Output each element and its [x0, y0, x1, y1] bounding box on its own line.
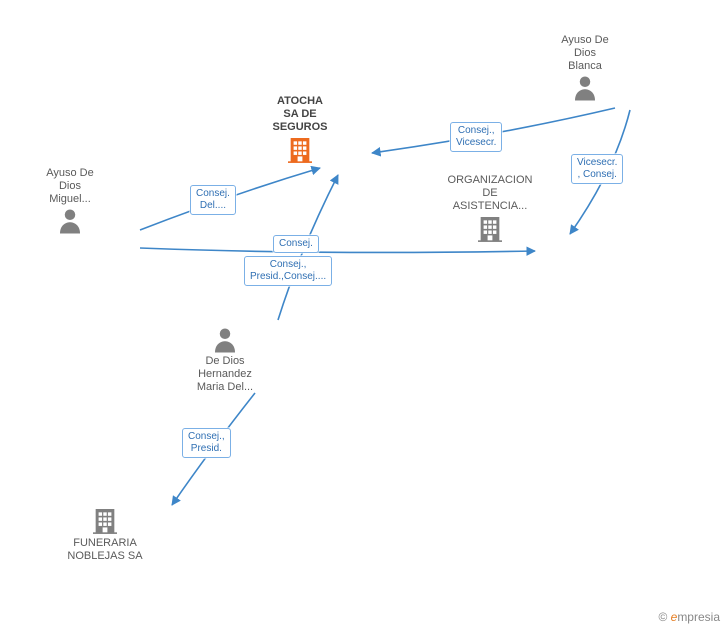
brand-rest: mpresia [677, 610, 720, 624]
edge-label-miguel-atocha: Consej. Del.... [190, 185, 236, 215]
diagram-canvas: ATOCHA SA DE SEGUROS ORGANIZACION DE ASI… [0, 0, 728, 630]
node-label-funeraria: FUNERARIA NOBLEJAS SA [45, 537, 165, 563]
edge-label-blanca-org: Vicesecr. , Consej. [571, 154, 623, 184]
node-label-maria: De Dios Hernandez Maria Del... [170, 355, 280, 394]
building-icon [45, 505, 165, 537]
node-label-blanca: Ayuso De Dios Blanca [540, 34, 630, 73]
building-icon [415, 213, 565, 245]
copyright-symbol: © [658, 610, 667, 624]
edge-label-blanca-atocha: Consej., Vicesecr. [450, 122, 502, 152]
node-label-org: ORGANIZACION DE ASISTENCIA... [415, 174, 565, 213]
watermark: © empresia [658, 610, 720, 624]
node-label-atocha: ATOCHA SA DE SEGUROS [255, 95, 345, 134]
person-icon [25, 206, 115, 236]
node-funeraria[interactable]: FUNERARIA NOBLEJAS SA [45, 505, 165, 563]
node-miguel[interactable]: Ayuso De Dios Miguel... [25, 167, 115, 236]
node-label-miguel: Ayuso De Dios Miguel... [25, 167, 115, 206]
building-icon [255, 134, 345, 166]
edge-label-miguel-org: Consej. [273, 235, 319, 253]
edge-label-maria-atocha: Consej., Presid.,Consej.... [244, 256, 332, 286]
node-blanca[interactable]: Ayuso De Dios Blanca [540, 34, 630, 103]
node-maria[interactable]: De Dios Hernandez Maria Del... [170, 325, 280, 394]
node-atocha[interactable]: ATOCHA SA DE SEGUROS [255, 95, 345, 166]
person-icon [540, 73, 630, 103]
node-org[interactable]: ORGANIZACION DE ASISTENCIA... [415, 174, 565, 245]
edge-miguel-org [140, 248, 535, 252]
person-icon [170, 325, 280, 355]
edge-label-maria-funeraria: Consej., Presid. [182, 428, 231, 458]
